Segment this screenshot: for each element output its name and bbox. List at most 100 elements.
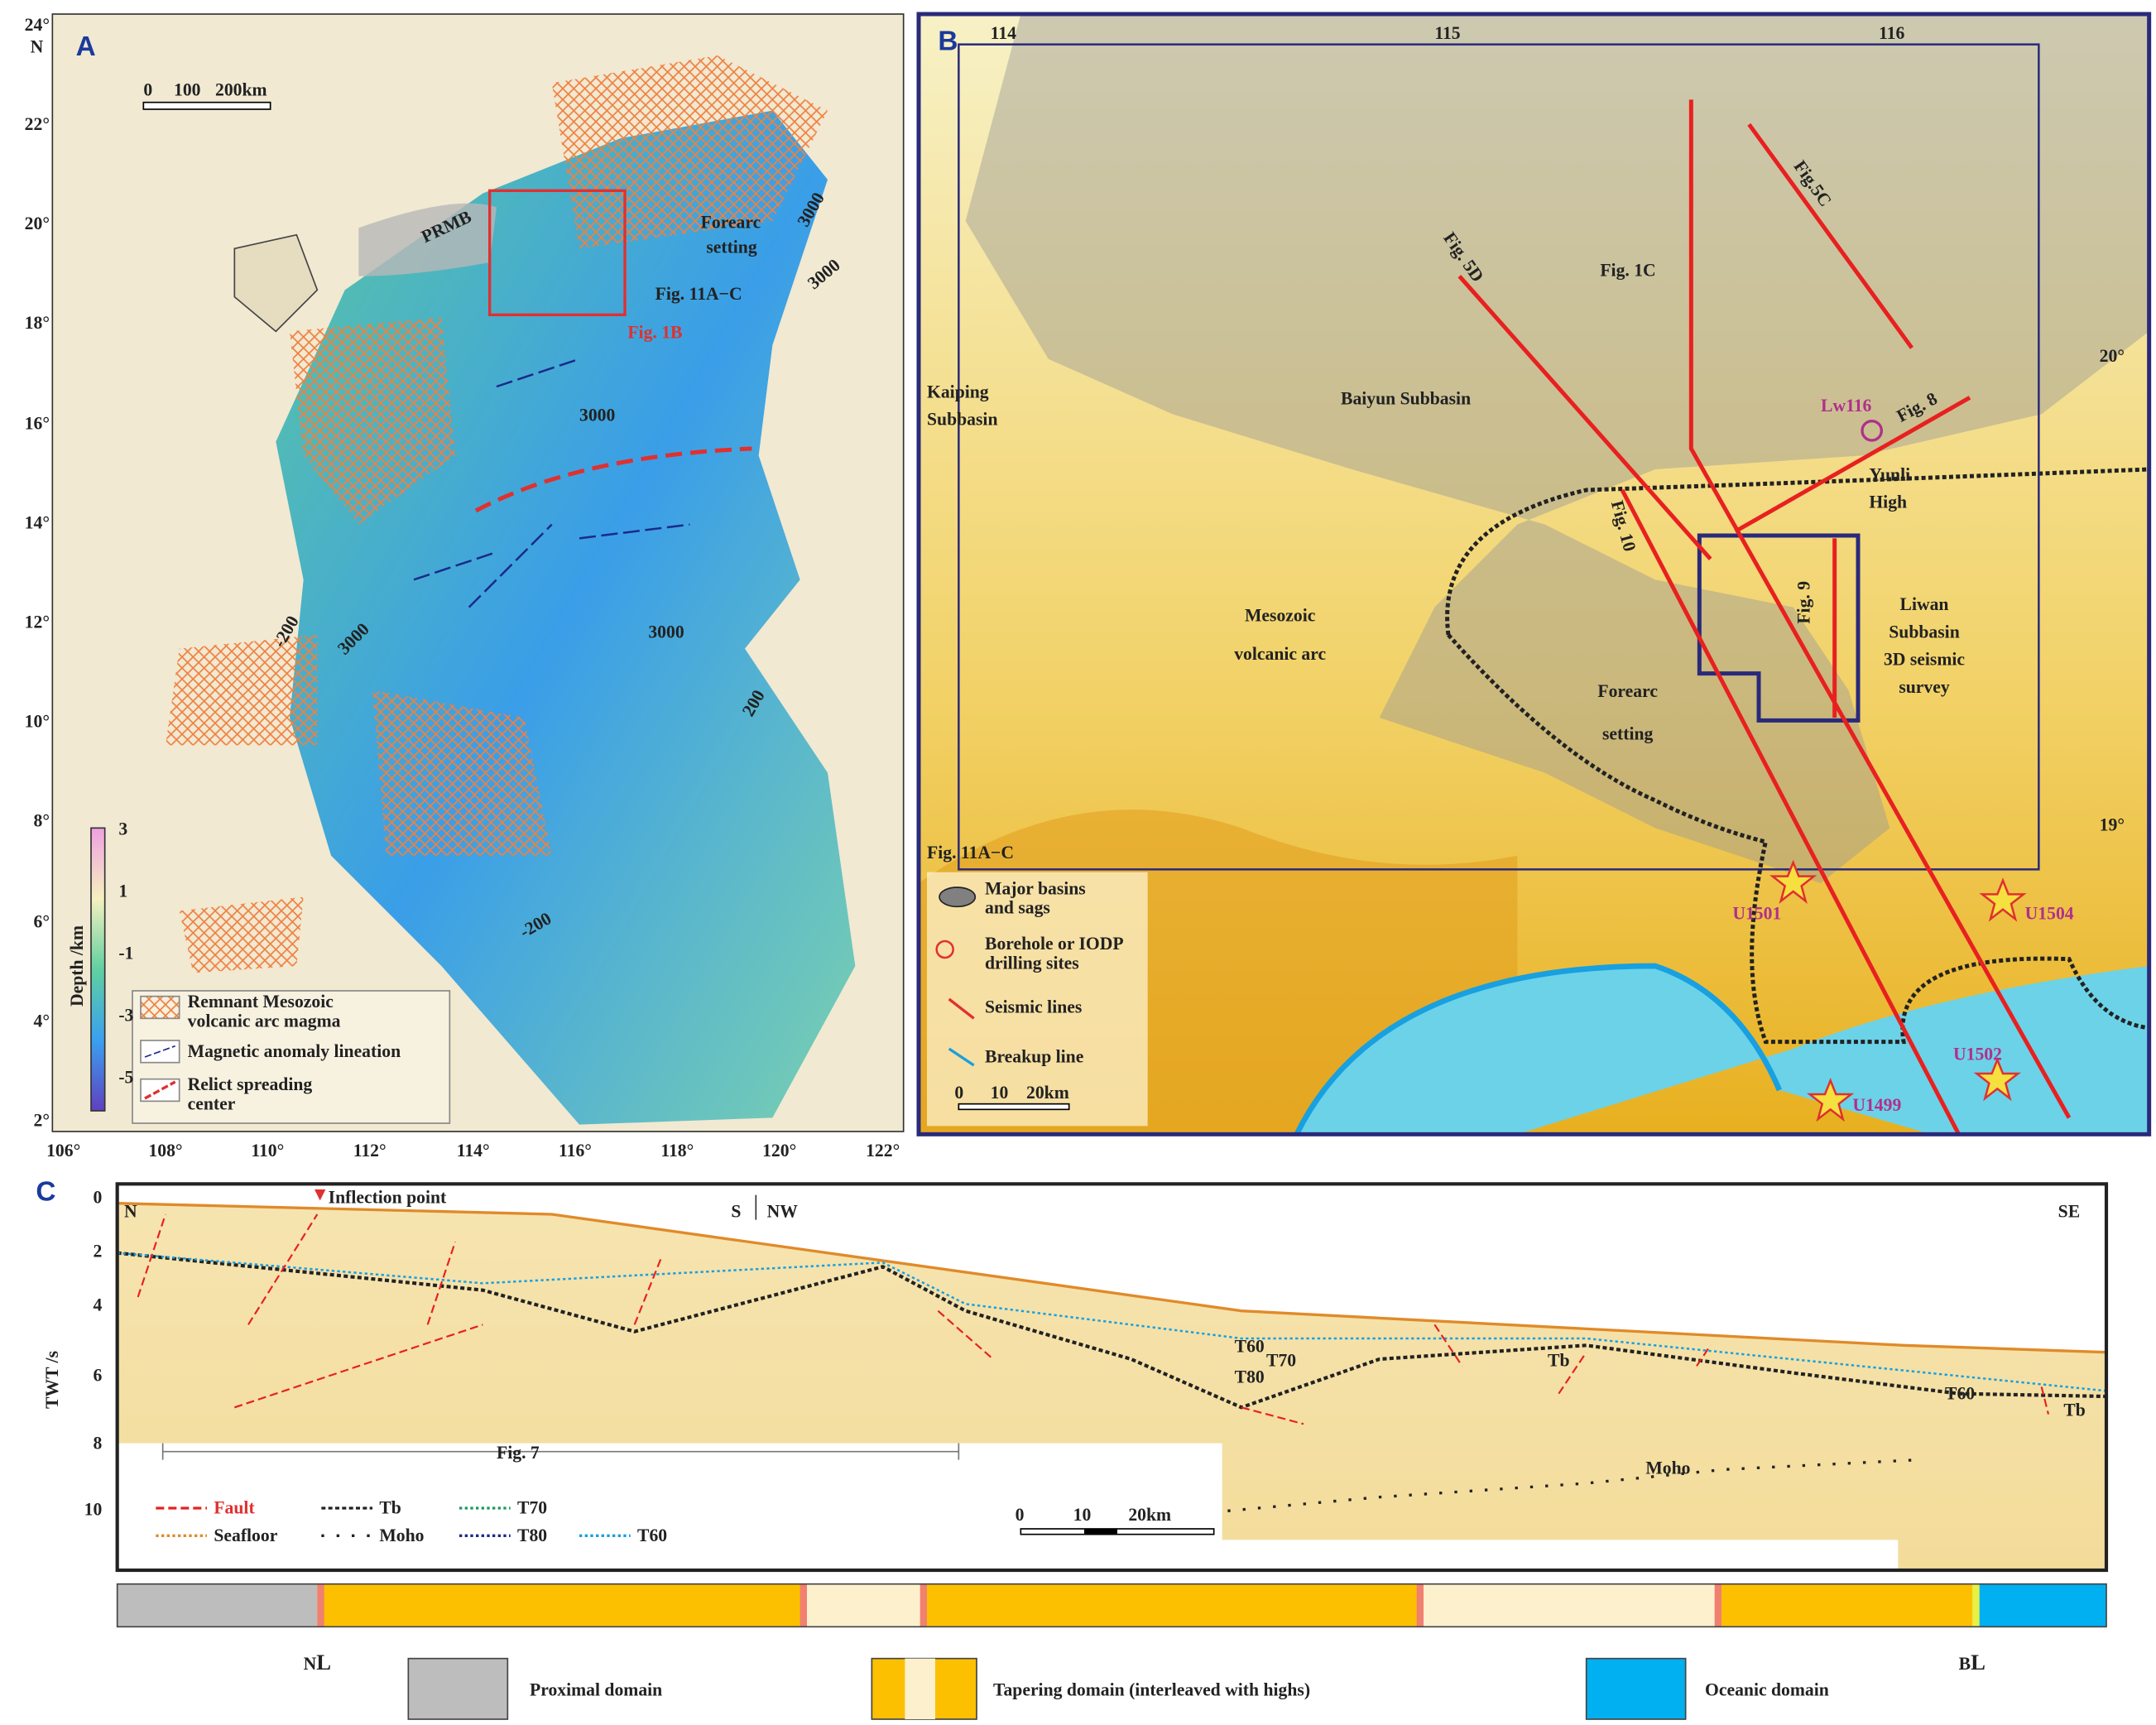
horizon-label: T80 (1235, 1367, 1265, 1386)
domain-bar: N L BL Proximal domain Tapering domain (i… (116, 1583, 2107, 1720)
colorbar-tick: 1 (118, 882, 127, 901)
map-label: setting (1602, 724, 1654, 744)
scale-bar-fill (1084, 1529, 1117, 1535)
legend-text: Proximal domain (530, 1680, 662, 1700)
high-segment (1420, 1583, 1717, 1627)
legend-text: Relict spreading (188, 1074, 313, 1094)
lat-labels: 24° 22° 20° 18° 16° 14° 12° 10° 8° 6° 4°… (25, 15, 50, 1130)
bl-sub: L (1971, 1650, 1986, 1675)
colorbar-title: Depth /km (67, 925, 87, 1007)
lon-label: 116° (559, 1141, 592, 1160)
colorbar-tick: 3 (118, 819, 127, 839)
legend-text: Seafloor (214, 1526, 277, 1545)
legend-text: T70 (517, 1498, 547, 1518)
breakup-line (1294, 963, 1783, 1136)
fig11-label: Fig. 11A−C (655, 284, 742, 304)
y-tick-label: 2 (94, 1242, 103, 1261)
legend-text: Fault (214, 1498, 255, 1518)
horizon-label: T60 (1945, 1383, 1975, 1403)
horizon-label: T60 (1235, 1337, 1265, 1357)
contour-label: 3000 (579, 406, 615, 425)
map-label: High (1869, 493, 1907, 512)
lon-label: 118° (660, 1141, 694, 1160)
lon-label: 120° (762, 1141, 796, 1160)
volcanic-arc-hatch (166, 55, 828, 973)
t60-horizon (117, 1252, 2107, 1392)
horizon-label: Moho (1645, 1458, 1690, 1478)
bl-main: B (1959, 1654, 1971, 1674)
bl-label: BL (1959, 1650, 1986, 1675)
map-label: Baiyun Subbasin (1341, 389, 1471, 409)
prmb-basin (358, 203, 497, 276)
y-tick-label: 4 (94, 1295, 103, 1315)
panel-label: A (76, 31, 96, 62)
tb-horizon (117, 1251, 2107, 1410)
scale-bar (958, 1103, 1070, 1111)
tapering-segment (317, 1583, 1973, 1627)
oceanic-segment (1979, 1583, 2106, 1627)
legend-text: Oceanic domain (1705, 1680, 1829, 1700)
legend-box (132, 990, 451, 1124)
map-label: Subbasin (1889, 622, 1960, 641)
lat-label: 22° (25, 114, 50, 134)
tb-outline (1445, 467, 2149, 1045)
map-label: Subbasin (927, 410, 998, 430)
direction: NW (767, 1201, 799, 1221)
legend-breakup (948, 1047, 975, 1067)
legend-borehole (935, 939, 954, 959)
map-label: Fig. 11A−C (927, 843, 1014, 862)
legend-proximal (407, 1657, 509, 1720)
legend-high (905, 1658, 935, 1719)
lat-label: 20° (2100, 346, 2125, 366)
scale-label: 10 (1073, 1505, 1092, 1525)
legend-box (927, 872, 1148, 1127)
spreading-center (474, 446, 752, 513)
legend-text: Tapering domain (interleaved with highs) (993, 1680, 1310, 1700)
colorbar-tick: -3 (118, 1006, 133, 1026)
horizon-label: T70 (1266, 1350, 1296, 1370)
borehole (1861, 420, 1884, 442)
y-tick-label: 6 (94, 1366, 103, 1386)
map-label: Yunli (1869, 464, 1910, 484)
seismic-section (117, 1203, 2106, 1570)
lon-label: 106° (46, 1141, 80, 1160)
scale-label: 20km (1026, 1083, 1069, 1103)
legend-text: Seismic lines (985, 997, 1082, 1017)
fig1b-box (488, 189, 627, 317)
moho (1227, 1458, 1918, 1512)
lon-label: 122° (866, 1141, 900, 1160)
legend-text: Tb (379, 1498, 401, 1518)
legend-text: Magnetic anomaly lineation (188, 1041, 401, 1061)
map-label: Fig. 1C (1600, 261, 1655, 281)
scale-label: 0 (954, 1083, 963, 1103)
panel-a: A N 24° 22° 20° 18° 16° 14° 12° 10° 8° 6… (25, 13, 905, 1160)
lat-label: 20° (25, 214, 50, 233)
panel-frame (916, 12, 2152, 1136)
scale-label: 10 (991, 1083, 1009, 1103)
legend-oceanic (1585, 1657, 1687, 1720)
site-label: U1504 (2025, 903, 2074, 923)
map-label: 3D seismic (1884, 650, 1965, 670)
legend-text: T60 (637, 1526, 667, 1545)
lat-label: 6° (34, 911, 50, 931)
line-label: Fig. 9 (1794, 581, 1814, 624)
lat-label: 16° (25, 414, 50, 434)
legend-text: Major basins (985, 878, 1086, 898)
north: N (31, 37, 44, 57)
basin-area (965, 14, 2149, 883)
lon-label: 115 (1434, 23, 1460, 43)
colorbar-tick: -5 (118, 1068, 133, 1088)
horizon-label: Tb (2063, 1400, 2086, 1420)
seafloor (117, 1202, 2107, 1354)
scale-label: 0 (143, 79, 152, 99)
lat-label: 24° (25, 15, 50, 35)
fig11-box (958, 43, 2040, 871)
nl-main: N (304, 1654, 317, 1674)
scale-label: 200km (215, 79, 267, 99)
seismic-lines (1457, 99, 2072, 1136)
direction: N (124, 1201, 137, 1221)
legend-text: Borehole or IODP (985, 934, 1124, 954)
survey-box (1697, 533, 1861, 723)
scale-bar (142, 101, 271, 110)
legend-hatch (140, 995, 180, 1020)
